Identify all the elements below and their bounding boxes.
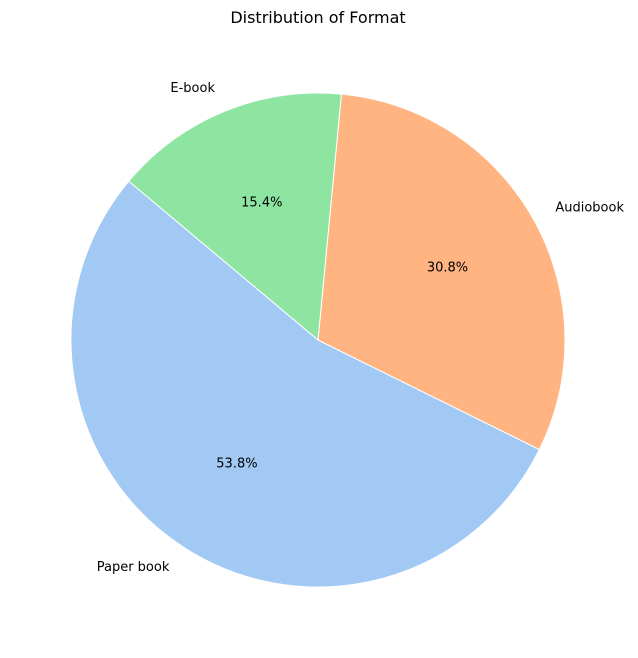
pie-slice-paper-book — [70, 180, 541, 588]
pie-slice-e-book — [128, 92, 342, 341]
slice-percent-e-book: 15.4% — [241, 195, 282, 210]
chart-title: Distribution of Format — [230, 8, 405, 27]
slice-label-paper-book: Paper book — [97, 560, 170, 575]
pie-labels: Paper book 53.8% Audiobook 30.8% E-book 15.4% — [97, 81, 625, 575]
pie-slices — [70, 92, 566, 588]
slice-percent-paper-book: 53.8% — [216, 457, 257, 472]
slice-label-audiobook: Audiobook — [555, 200, 624, 215]
slice-label-e-book: E-book — [170, 81, 215, 96]
pie-slice-audiobook — [317, 93, 566, 451]
slice-percent-audiobook: 30.8% — [427, 260, 468, 275]
